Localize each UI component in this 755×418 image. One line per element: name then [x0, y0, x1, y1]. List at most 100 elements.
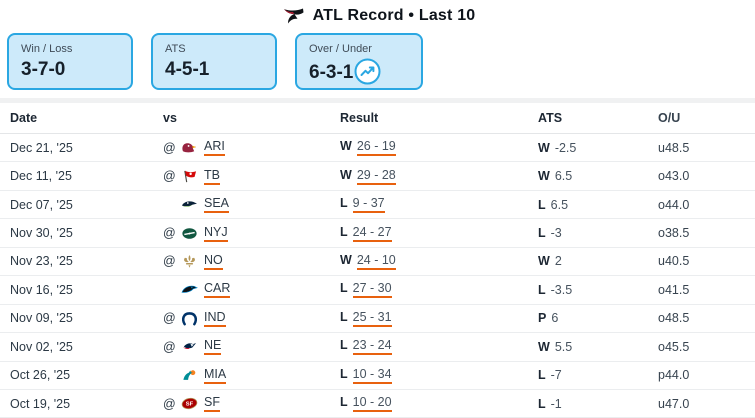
summary-box-win-loss: Win / Loss 3-7-0	[7, 33, 133, 90]
ats-spread: 6	[551, 311, 559, 326]
result-letter: W	[340, 167, 352, 182]
result-letter: W	[340, 252, 352, 267]
opponent-cell: MIA	[115, 367, 336, 384]
summary-box-over-under: Over / Under 6-3-1	[295, 33, 423, 90]
ats-cell: L -7	[537, 368, 658, 382]
column-header-ou: O/U	[658, 111, 681, 125]
opponent-cell: SEA	[115, 196, 336, 214]
opponent-cell: @ TB	[115, 168, 336, 185]
opponent-abbr: TB	[204, 168, 220, 185]
away-at-symbol: @	[163, 169, 176, 184]
over-under-value: u40.5	[658, 254, 690, 269]
over-under-value: o44.0	[658, 197, 690, 212]
table-row: Nov 16, '25 CAR L 27 - 30 L -3.5 o41.5	[0, 276, 755, 305]
opponent-cell: @ NE	[115, 338, 336, 356]
ats-cell: L -3.5	[537, 283, 658, 297]
opponent-abbr: IND	[204, 310, 226, 327]
over-under-value: o43.0	[658, 169, 690, 184]
summary-value: 6-3-1	[309, 58, 413, 86]
result-score: 24 - 10	[356, 253, 396, 270]
table-row: Nov 02, '25 @ NE L 23 - 24 W 5.5 o45.5	[0, 333, 755, 362]
result-cell: L 10 - 34	[336, 367, 537, 384]
page-title: ATL Record • Last 10	[312, 6, 476, 24]
fortyniners-logo-icon: SF	[180, 396, 204, 411]
result-cell: L 23 - 24	[336, 338, 537, 356]
ats-letter: L	[538, 396, 546, 411]
svg-text:SF: SF	[186, 402, 194, 408]
ats-spread: -3	[550, 226, 562, 241]
ats-cell: W 5.5	[537, 340, 658, 354]
result-cell: W 29 - 28	[336, 168, 537, 185]
game-date: Oct 19, '25	[10, 396, 71, 411]
column-header-result: Result	[340, 111, 379, 125]
opponent-cell: @ SF SF	[115, 395, 336, 413]
ats-cell: L -3	[537, 226, 658, 240]
ats-spread: -7	[550, 368, 562, 383]
result-cell: L 25 - 31	[336, 310, 537, 327]
opponent-abbr: SF	[204, 395, 220, 413]
ats-letter: L	[538, 226, 546, 241]
ats-letter: L	[538, 368, 546, 383]
game-date: Dec 11, '25	[10, 169, 72, 184]
over-under-value: o45.5	[658, 339, 690, 354]
opponent-cell: @ ARI	[115, 139, 336, 157]
dolphins-logo-icon	[180, 368, 204, 383]
atlanta-falcons-logo-icon	[280, 7, 306, 25]
game-date: Nov 02, '25	[10, 339, 73, 354]
away-at-symbol: @	[163, 140, 176, 155]
game-date: Nov 23, '25	[10, 254, 73, 269]
game-date: Dec 21, '25	[10, 140, 73, 155]
result-score: 23 - 24	[352, 338, 392, 356]
summary-value: 3-7-0	[21, 59, 66, 80]
result-letter: L	[340, 366, 348, 381]
panthers-logo-icon	[180, 282, 204, 297]
table-row: Dec 11, '25 @ TB W 29 - 28 W 6.5 o43.0	[0, 162, 755, 191]
buccaneers-logo-icon	[180, 169, 204, 184]
result-letter: L	[340, 281, 348, 296]
ats-letter: P	[538, 311, 547, 326]
over-under-value: o41.5	[658, 282, 690, 297]
game-date: Nov 16, '25	[10, 282, 73, 297]
table-row: Oct 19, '25 @ SF SF L 10 - 20 L -1 u47.0	[0, 390, 755, 418]
result-letter: L	[340, 196, 348, 211]
summary-label: Win / Loss	[21, 43, 73, 55]
opponent-cell: CAR	[115, 281, 336, 299]
result-score: 9 - 37	[352, 196, 385, 214]
ats-spread: -3.5	[550, 282, 573, 297]
result-cell: L 27 - 30	[336, 281, 537, 299]
cardinals-logo-icon	[180, 140, 204, 155]
over-under-value: p44.0	[658, 368, 690, 383]
over-under-value: o48.5	[658, 311, 690, 326]
opponent-abbr: MIA	[204, 367, 227, 384]
result-letter: L	[340, 309, 348, 324]
trend-chart-button[interactable]	[354, 58, 381, 86]
ats-spread: 2	[554, 254, 562, 269]
result-score: 26 - 19	[356, 139, 396, 157]
opponent-abbr: NO	[204, 253, 223, 270]
ats-letter: W	[538, 254, 550, 269]
game-date: Nov 09, '25	[10, 311, 73, 326]
result-score: 10 - 20	[352, 395, 392, 413]
table-header-row: Date vs Result ATS O/U	[0, 103, 755, 134]
ats-cell: W -2.5	[537, 141, 658, 155]
away-at-symbol: @	[163, 226, 176, 241]
over-under-value: o38.5	[658, 226, 690, 241]
ats-letter: L	[538, 282, 546, 297]
summary-value: 4-5-1	[165, 59, 210, 80]
table-row: Nov 30, '25 @ NYJ L 24 - 27 L -3 o38.5	[0, 219, 755, 248]
away-at-symbol: @	[163, 311, 176, 326]
game-date: Oct 26, '25	[10, 368, 71, 383]
away-at-symbol: @	[163, 254, 176, 269]
ats-spread: -2.5	[554, 140, 577, 155]
over-under-value: u47.0	[658, 396, 690, 411]
result-letter: L	[340, 338, 348, 353]
opponent-abbr: CAR	[204, 281, 231, 299]
patriots-logo-icon	[180, 339, 204, 354]
table-row: Dec 07, '25 SEA L 9 - 37 L 6.5 o44.0	[0, 191, 755, 220]
summary-box-ats: ATS 4-5-1	[151, 33, 277, 90]
summary-row: Win / Loss 3-7-0 ATS 4-5-1 Over / Under …	[7, 33, 755, 90]
ats-cell: L -1	[537, 397, 658, 411]
ats-letter: W	[538, 339, 550, 354]
